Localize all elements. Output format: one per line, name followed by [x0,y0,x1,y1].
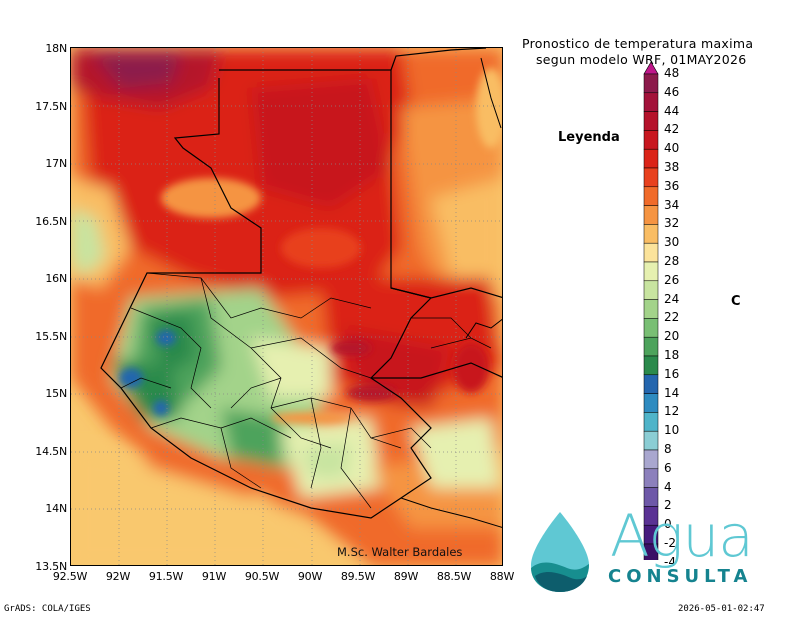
colorbar-tick-label: 28 [664,254,680,268]
map-title-line1: Pronostico de temperatura maxima [522,36,754,51]
colorbar-swatch [643,167,659,188]
y-tick-label: 16N [45,272,67,285]
coastline [400,57,502,528]
colorbar-tick-label: 40 [664,141,680,156]
x-tick-label: 88.5W [436,570,472,583]
x-tick-label: 92W [105,570,131,583]
colorbar-tick-label: -2 [664,536,676,550]
water-drop-icon [531,512,589,592]
colorbar-tick-label: 34 [664,197,680,212]
colorbar-swatch [643,355,659,376]
x-tick-label: 92.5W [52,570,88,583]
temperature-detail [119,68,502,424]
colorbar-tick-label: 32 [664,216,680,231]
y-tick-label: 17N [45,157,67,170]
colorbar-swatch [643,336,659,357]
colorbar-swatch [643,393,659,413]
colorbar-tick-label: 26 [664,272,680,287]
y-tick-label: 18N [45,42,67,55]
colorbar-swatch [643,111,659,131]
colorbar-tick-label: 16 [664,366,680,381]
y-tick-label: 14.5N [35,445,67,458]
colorbar-swatch [643,186,659,206]
colorbar-swatch [643,148,659,169]
colorbar-tick-label: 14 [664,385,680,400]
colorbar-tick-label: 12 [664,404,680,419]
temperature-map [70,47,503,566]
colorbar-tick-label: 10 [664,423,680,438]
colorbar-tick-label: 18 [664,348,680,362]
y-tick-label: 15.5N [35,330,67,343]
colorbar-swatch [643,468,659,488]
colorbar-swatch [643,242,659,263]
colorbar-tick-label: -4 [664,554,676,569]
temperature-field [71,48,502,565]
map-grid [71,48,502,565]
colorbar-tick-label: 48 [664,66,680,80]
y-tick-label: 16.5N [35,215,67,228]
colorbar-tick-label: 24 [664,291,680,306]
colorbar-tick-label: 6 [664,460,672,475]
colorbar-tick-label: 38 [664,160,680,174]
colorbar-swatch [643,543,659,560]
x-tick-label: 88W [489,570,515,583]
colorbar-swatch [643,430,659,451]
footer-timestamp: 2026-05-01-02:47 [678,604,765,614]
x-tick-label: 91.5W [148,570,184,583]
colorbar-tick-label: 30 [664,235,680,250]
colorbar-tick-label: 22 [664,310,680,325]
logo-wordmark: Agua [610,502,754,570]
colorbar-swatch [643,280,659,300]
colorbar-swatch [643,261,659,282]
colorbar-tick-label: 36 [664,178,680,193]
map-title-line2: segun modelo WRF, 01MAY2026 [536,52,747,67]
colorbar-tick-label: 4 [664,479,672,494]
colorbar-swatch [643,224,659,244]
x-tick-label: 90W [297,570,323,583]
y-tick-label: 13.5N [35,560,67,573]
x-tick-label: 89.5W [340,570,376,583]
legend-heading: Leyenda [558,130,620,145]
y-tick-label: 17.5N [35,100,67,113]
country-borders [100,48,502,519]
colorbar-tick-label: 44 [664,103,680,118]
x-tick-label: 91W [201,570,227,583]
y-tick-label: 15N [45,387,67,400]
colorbar-swatch [643,73,659,94]
x-tick-label: 90.5W [244,570,280,583]
colorbar-tick-label: 46 [664,84,680,99]
colorbar-swatch [643,449,659,470]
colorbar-swatch [643,205,659,225]
colorbar-tick-label: 42 [664,122,680,137]
unit-label: C [731,294,741,309]
colorbar [643,61,659,560]
author-credit: M.Sc. Walter Bardales [337,545,463,559]
footer-credit: GrADS: COLA/IGES [4,604,91,614]
colorbar-swatch [643,130,659,150]
x-tick-label: 89W [393,570,419,583]
colorbar-swatch [643,299,659,319]
department-borders [120,272,492,509]
logo-subtitle: CONSULTA [608,566,753,587]
colorbar-swatch [643,92,659,112]
colorbar-swatch [643,318,659,338]
y-tick-label: 14N [45,502,67,515]
colorbar-swatch [643,374,659,394]
colorbar-tick-label: 0 [664,517,672,532]
colorbar-swatch [643,412,659,432]
colorbar-tick-label: 20 [664,329,680,344]
colorbar-tick-label: 8 [664,442,672,456]
colorbar-top-arrow [643,61,659,75]
map-canvas [71,48,502,565]
colorbar-tick-label: 2 [664,498,672,513]
